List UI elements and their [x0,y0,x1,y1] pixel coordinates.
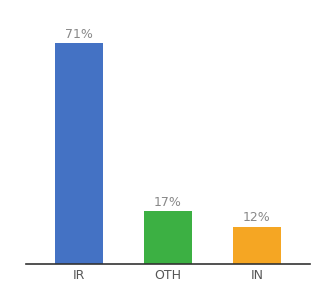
Text: 17%: 17% [154,196,182,208]
Bar [54,43,103,264]
Text: 71%: 71% [65,28,93,40]
Bar [144,211,192,264]
Text: 12%: 12% [243,211,271,224]
Bar [233,227,282,264]
